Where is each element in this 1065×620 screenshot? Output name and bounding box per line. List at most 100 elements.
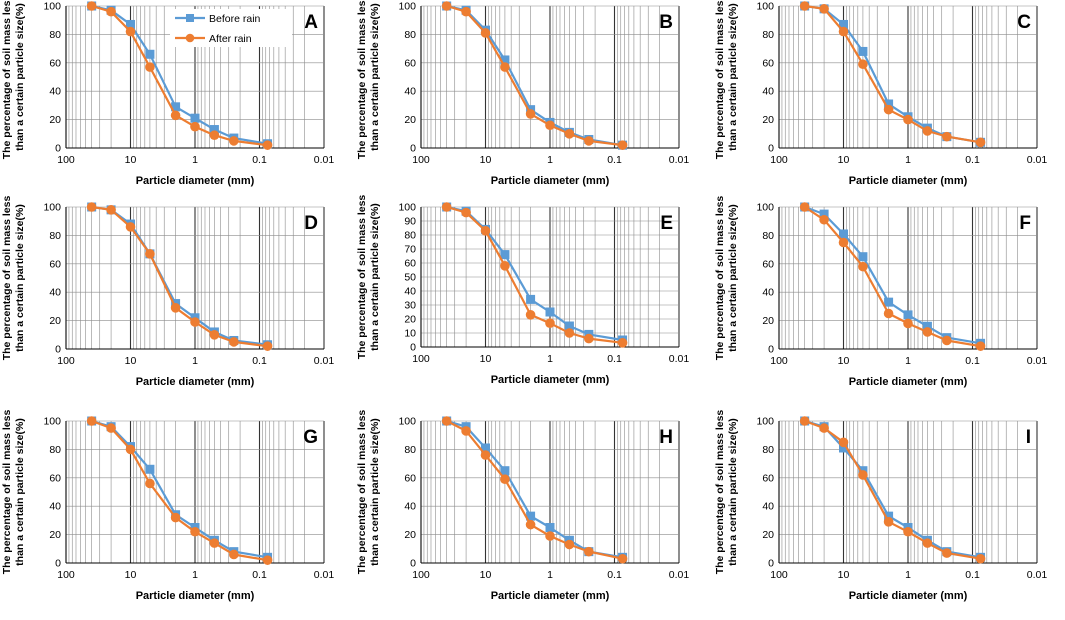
data-point-circle bbox=[838, 26, 849, 37]
x-tick-label: 0.1 bbox=[607, 154, 622, 166]
data-point-square bbox=[858, 46, 868, 56]
y-tick-label: 40 bbox=[404, 86, 416, 98]
y-tick-label: 10 bbox=[404, 328, 416, 340]
x-axis-title: Particle diameter (mm) bbox=[491, 374, 610, 386]
y-tick-label: 20 bbox=[762, 114, 774, 126]
data-point-circle bbox=[903, 318, 913, 329]
legend-label-after: After rain bbox=[209, 33, 252, 45]
x-tick-label: 100 bbox=[770, 355, 788, 367]
data-point-square bbox=[126, 19, 135, 29]
data-point-circle bbox=[922, 538, 933, 548]
y-axis-title-line2: than a certain particle size(%) bbox=[727, 418, 739, 566]
data-point-circle bbox=[858, 261, 868, 272]
gridlines bbox=[65, 206, 325, 350]
y-axis-title-line1: The percentage of soil mass less bbox=[714, 0, 726, 159]
x-axis-title: Particle diameter (mm) bbox=[491, 175, 610, 187]
x-tick-label: 0.1 bbox=[965, 154, 980, 166]
x-axis-title: Particle diameter (mm) bbox=[849, 590, 968, 602]
x-tick-label: 1 bbox=[192, 569, 198, 581]
data-point-circle bbox=[903, 114, 913, 125]
data-point-circle bbox=[525, 519, 536, 530]
data-point-circle bbox=[799, 202, 810, 212]
data-point-square bbox=[819, 209, 829, 219]
data-point-circle bbox=[262, 341, 273, 351]
x-tick-label: 10 bbox=[480, 569, 492, 581]
y-tick-label: 80 bbox=[49, 230, 61, 242]
panel-c: 0 20 40 60 80 100 100 10 1 0.1 0.01 Particle diamet… bbox=[714, 0, 1047, 187]
x-tick-label: 0.01 bbox=[669, 154, 690, 166]
panel-g: 0 20 40 60 80 100 100 10 1 0.1 0.01 Particle diamet… bbox=[1, 410, 334, 602]
y-tick-label: 60 bbox=[762, 472, 774, 484]
data-point-square bbox=[884, 99, 894, 109]
data-point-square bbox=[145, 49, 155, 59]
y-axis-title-line1: The percentage of soil mass less bbox=[1, 196, 13, 361]
panel-letter: A bbox=[304, 12, 318, 33]
data-point-circle bbox=[903, 526, 913, 537]
x-tick-label: 0.1 bbox=[607, 569, 622, 581]
x-axis-title: Particle diameter (mm) bbox=[849, 175, 968, 187]
data-point-circle bbox=[106, 423, 116, 433]
x-tick-label: 1 bbox=[905, 154, 911, 166]
x-axis-title: Particle diameter (mm) bbox=[849, 376, 968, 388]
panel-e: 0 10 20 30 40 50 60 70 80 90 100 100 10 1 0.1 0.01 Parti… bbox=[356, 195, 689, 386]
data-point-circle bbox=[145, 249, 155, 259]
y-tick-label: 40 bbox=[762, 501, 774, 513]
data-point-square bbox=[145, 464, 155, 474]
y-tick-label: 80 bbox=[49, 29, 61, 41]
y-tick-label: 80 bbox=[404, 444, 416, 456]
data-point-circle bbox=[262, 140, 273, 150]
x-tick-label: 100 bbox=[412, 154, 430, 166]
y-tick-label: 60 bbox=[49, 472, 61, 484]
x-tick-label: 0.01 bbox=[669, 569, 690, 581]
y-tick-label: 40 bbox=[762, 287, 774, 299]
legend: Before rain After rain bbox=[170, 9, 292, 47]
legend-marker-before bbox=[186, 14, 194, 22]
y-tick-label: 20 bbox=[762, 315, 774, 327]
data-point-circle bbox=[584, 136, 594, 146]
y-axis-title-line2: than a certain particle size(%) bbox=[369, 203, 381, 351]
data-point-circle bbox=[564, 129, 575, 139]
data-point-circle bbox=[441, 1, 452, 11]
x-tick-label: 10 bbox=[125, 569, 137, 581]
data-point-square bbox=[190, 113, 200, 123]
data-point-circle bbox=[500, 62, 510, 72]
data-point-square bbox=[545, 523, 555, 532]
panel-a: 0 20 40 60 80 100 100 10 1 0.1 0.01 Particle diamet… bbox=[1, 0, 334, 187]
x-axis-title: Particle diameter (mm) bbox=[136, 376, 255, 388]
series-after-rain bbox=[799, 416, 986, 564]
legend-label-before: Before rain bbox=[209, 13, 261, 25]
data-point-circle bbox=[190, 121, 200, 132]
y-axis-title-line2: than a certain particle size(%) bbox=[727, 3, 739, 151]
y-tick-label: 20 bbox=[404, 529, 416, 541]
y-axis-title-line1: The percentage of soil mass less bbox=[356, 195, 368, 360]
panel-letter: D bbox=[304, 213, 318, 234]
x-axis-title: Particle diameter (mm) bbox=[136, 175, 255, 187]
data-point-square bbox=[839, 19, 848, 29]
data-point-circle bbox=[584, 333, 594, 344]
data-point-circle bbox=[799, 416, 810, 426]
data-point-circle bbox=[262, 555, 273, 565]
data-point-square bbox=[526, 511, 536, 521]
x-tick-label: 100 bbox=[412, 569, 430, 581]
panel-letter: F bbox=[1019, 213, 1031, 234]
data-point-square bbox=[500, 466, 510, 476]
data-point-circle bbox=[170, 303, 181, 313]
y-tick-label: 100 bbox=[398, 1, 416, 13]
x-tick-label: 0.1 bbox=[965, 569, 980, 581]
y-tick-label: 60 bbox=[404, 57, 416, 69]
y-tick-label: 0 bbox=[55, 558, 61, 570]
x-tick-label: 0.1 bbox=[965, 355, 980, 367]
x-tick-label: 1 bbox=[905, 569, 911, 581]
series-after-rain bbox=[441, 416, 628, 564]
y-tick-label: 70 bbox=[404, 244, 416, 256]
data-point-circle bbox=[461, 6, 471, 17]
y-axis-title-line1: The percentage of soil mass less bbox=[1, 410, 13, 575]
y-axis-title-line2: than a certain particle size(%) bbox=[369, 3, 381, 151]
data-point-square bbox=[481, 443, 490, 453]
panel-f: 0 20 40 60 80 100 100 10 1 0.1 0.01 Particle diamet… bbox=[714, 196, 1047, 388]
data-point-circle bbox=[125, 222, 136, 232]
data-point-circle bbox=[461, 207, 471, 218]
legend-marker-after bbox=[185, 33, 195, 43]
y-tick-label: 0 bbox=[55, 344, 61, 356]
